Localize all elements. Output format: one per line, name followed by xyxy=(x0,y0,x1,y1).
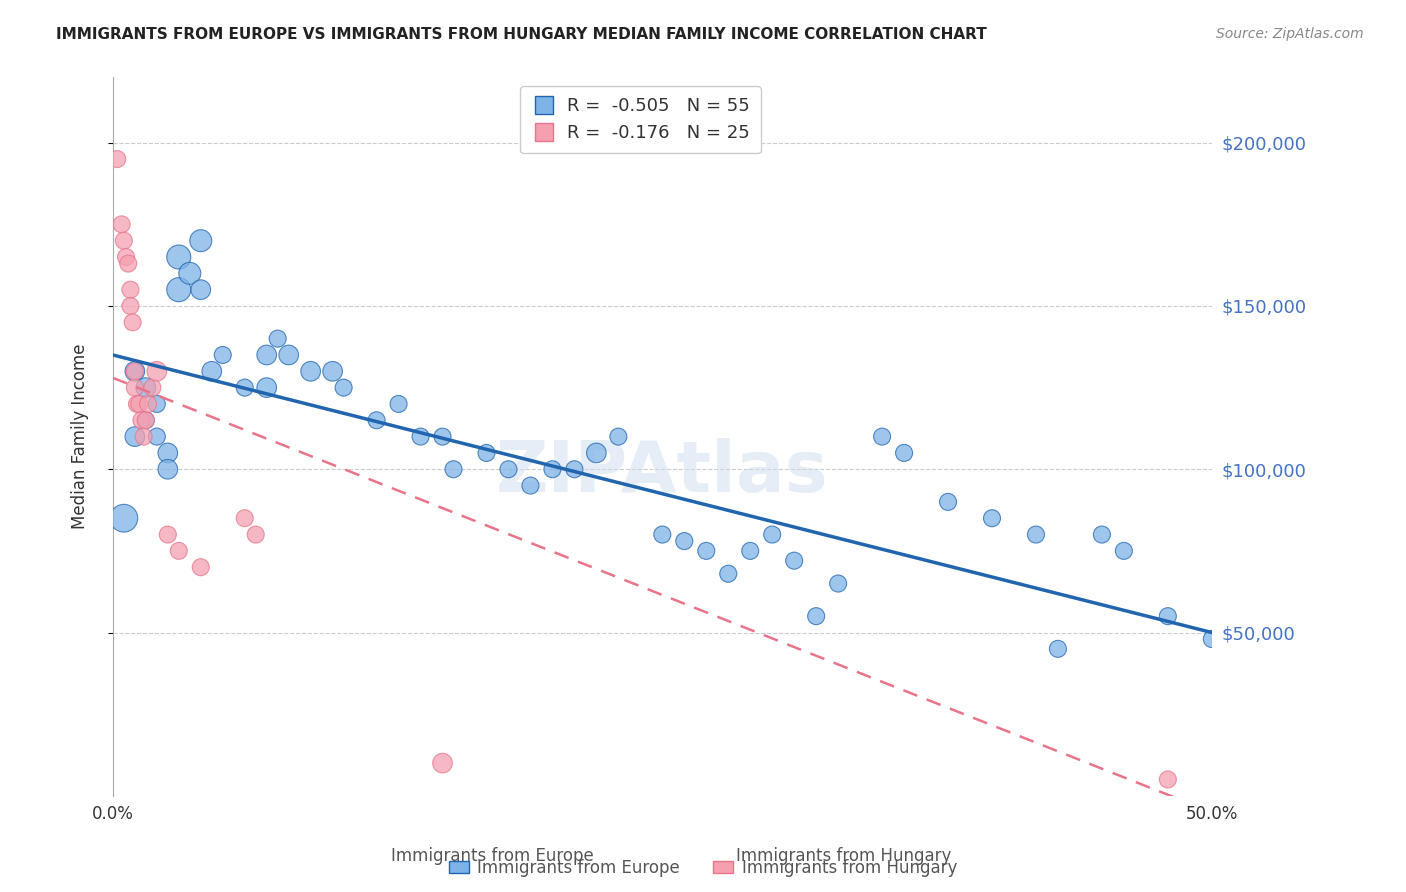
Point xyxy=(131,413,153,427)
Point xyxy=(1157,609,1180,624)
Legend: R =  -0.505   N = 55, R =  -0.176   N = 25: R = -0.505 N = 55, R = -0.176 N = 25 xyxy=(520,87,761,153)
Point xyxy=(1091,527,1114,541)
Point xyxy=(117,256,139,270)
Point xyxy=(267,332,290,346)
Point xyxy=(124,381,146,395)
Point xyxy=(233,511,256,525)
Text: IMMIGRANTS FROM EUROPE VS IMMIGRANTS FROM HUNGARY MEDIAN FAMILY INCOME CORRELATI: IMMIGRANTS FROM EUROPE VS IMMIGRANTS FRO… xyxy=(56,27,987,42)
Point xyxy=(120,299,142,313)
Point xyxy=(498,462,520,476)
Point xyxy=(190,560,212,574)
Point xyxy=(201,364,224,378)
Legend: Immigrants from Europe, Immigrants from Hungary: Immigrants from Europe, Immigrants from … xyxy=(443,853,963,884)
Point xyxy=(332,381,354,395)
Point xyxy=(111,218,134,232)
Point xyxy=(673,534,696,549)
Point xyxy=(1201,632,1223,646)
Point xyxy=(167,250,190,264)
Point xyxy=(607,429,630,443)
Point xyxy=(136,397,159,411)
Point xyxy=(475,446,498,460)
Point xyxy=(167,544,190,558)
Point xyxy=(124,364,146,378)
Point xyxy=(190,234,212,248)
Point xyxy=(121,315,143,329)
Point xyxy=(1157,772,1180,787)
Point xyxy=(870,429,893,443)
Point xyxy=(936,495,959,509)
Point xyxy=(156,446,179,460)
Point xyxy=(233,381,256,395)
Point xyxy=(128,397,150,411)
Point xyxy=(299,364,322,378)
Point xyxy=(146,364,169,378)
Point xyxy=(1025,527,1047,541)
Point xyxy=(112,234,135,248)
Point xyxy=(146,397,169,411)
Y-axis label: Median Family Income: Median Family Income xyxy=(72,343,89,529)
Point xyxy=(120,283,142,297)
Point xyxy=(124,364,146,378)
Point xyxy=(179,266,201,280)
Point xyxy=(740,544,762,558)
Point xyxy=(124,429,146,443)
Point xyxy=(827,576,849,591)
Point xyxy=(141,381,163,395)
Point xyxy=(277,348,299,362)
Point xyxy=(804,609,827,624)
Point xyxy=(112,511,135,525)
Point xyxy=(432,756,454,771)
Point xyxy=(1112,544,1135,558)
Point xyxy=(135,413,157,427)
Text: ZIPAtlas: ZIPAtlas xyxy=(496,438,828,507)
Point xyxy=(146,429,169,443)
Point xyxy=(211,348,233,362)
Point xyxy=(132,429,155,443)
Point xyxy=(105,152,128,166)
Point xyxy=(585,446,607,460)
Point xyxy=(245,527,267,541)
Point xyxy=(256,348,278,362)
Point xyxy=(167,283,190,297)
Point xyxy=(893,446,915,460)
Point xyxy=(761,527,783,541)
Point xyxy=(256,381,278,395)
Point xyxy=(190,283,212,297)
Point xyxy=(125,397,148,411)
Point xyxy=(156,527,179,541)
Point xyxy=(783,554,806,568)
Point xyxy=(717,566,740,581)
Text: Source: ZipAtlas.com: Source: ZipAtlas.com xyxy=(1216,27,1364,41)
Point xyxy=(443,462,465,476)
Point xyxy=(519,478,541,492)
Point xyxy=(564,462,586,476)
Point xyxy=(409,429,432,443)
Point xyxy=(387,397,409,411)
Text: Immigrants from Europe: Immigrants from Europe xyxy=(391,847,593,865)
Point xyxy=(695,544,717,558)
Point xyxy=(541,462,564,476)
Point xyxy=(135,381,157,395)
Point xyxy=(156,462,179,476)
Point xyxy=(432,429,454,443)
Point xyxy=(366,413,388,427)
Text: Immigrants from Hungary: Immigrants from Hungary xyxy=(735,847,952,865)
Point xyxy=(322,364,344,378)
Point xyxy=(135,413,157,427)
Point xyxy=(1046,641,1069,656)
Point xyxy=(115,250,138,264)
Point xyxy=(981,511,1004,525)
Point xyxy=(651,527,673,541)
